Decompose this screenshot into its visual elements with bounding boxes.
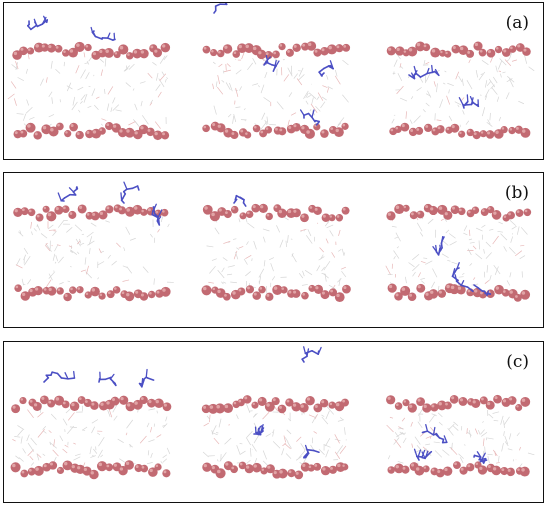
peptide-molecules — [57, 181, 492, 297]
panel-c: (c) — [3, 341, 544, 503]
panel-b: (b) — [3, 172, 544, 328]
panel-label-c: (c) — [506, 352, 529, 372]
lipid-bilayers — [10, 394, 535, 480]
lipid-bilayers — [7, 41, 535, 141]
membrane-scene-a — [7, 3, 535, 141]
panel-label-b: (b) — [504, 183, 529, 203]
membrane-scene-b — [13, 181, 532, 302]
peptide-molecules — [26, 3, 480, 126]
membrane-scene-c — [10, 346, 535, 480]
panel-label-a: (a) — [505, 13, 529, 33]
lipid-bilayers — [13, 203, 532, 302]
peptide-molecules — [43, 346, 488, 464]
panel-a: (a) — [3, 2, 544, 160]
